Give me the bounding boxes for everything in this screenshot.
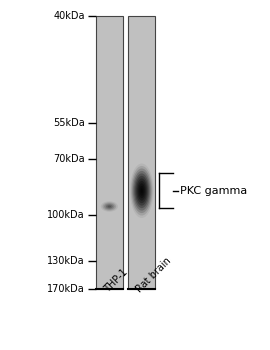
Bar — [96, 16, 123, 289]
Ellipse shape — [104, 203, 114, 210]
Ellipse shape — [134, 173, 149, 208]
Ellipse shape — [101, 201, 118, 212]
Ellipse shape — [131, 166, 153, 216]
Ellipse shape — [135, 176, 148, 206]
Text: Rat brain: Rat brain — [135, 255, 174, 294]
Ellipse shape — [133, 171, 150, 211]
Text: PKC gamma: PKC gamma — [180, 186, 247, 196]
Bar — [128, 16, 155, 289]
Ellipse shape — [139, 183, 145, 198]
Ellipse shape — [137, 181, 146, 201]
Ellipse shape — [103, 202, 116, 211]
Text: 130kDa: 130kDa — [48, 256, 85, 266]
Text: 40kDa: 40kDa — [53, 11, 85, 21]
Ellipse shape — [108, 205, 111, 208]
Text: THP-1: THP-1 — [102, 267, 130, 294]
Text: 55kDa: 55kDa — [53, 118, 85, 127]
Text: 170kDa: 170kDa — [47, 284, 85, 294]
Ellipse shape — [106, 204, 113, 209]
Ellipse shape — [140, 186, 144, 196]
Ellipse shape — [141, 188, 143, 193]
Ellipse shape — [132, 168, 151, 213]
Ellipse shape — [130, 163, 154, 218]
Text: 100kDa: 100kDa — [48, 210, 85, 220]
Text: 70kDa: 70kDa — [53, 154, 85, 164]
Ellipse shape — [136, 178, 147, 203]
